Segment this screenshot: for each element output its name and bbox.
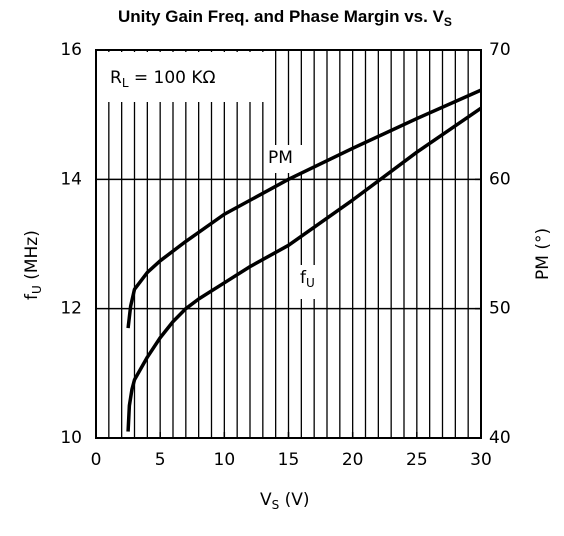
x-tick-label: 10	[214, 450, 236, 470]
annotation-box	[98, 52, 264, 102]
y2-tick-label: 60	[489, 169, 511, 189]
y2-tick-label: 70	[489, 40, 511, 60]
y-tick-label: 16	[60, 40, 82, 60]
data-line	[126, 106, 482, 432]
x-axis-label: VS (V)	[260, 490, 310, 512]
annotation: fU	[300, 268, 315, 290]
x-tick-label: 30	[470, 450, 492, 470]
data-line	[126, 88, 482, 329]
annotation-box	[295, 265, 323, 299]
y-axis-label: fU (MHz)	[22, 230, 44, 300]
annotation: RL = 100 KΩ	[110, 68, 216, 90]
x-tick-label: 20	[342, 450, 364, 470]
annotation: PM	[268, 148, 293, 168]
x-tick-label: 0	[91, 450, 102, 470]
y2-axis-label: PM (°)	[533, 228, 553, 280]
y-tick-label: 12	[60, 299, 82, 319]
y2-tick-label: 40	[489, 428, 511, 448]
plot-frame	[95, 49, 482, 439]
x-tick-label: 15	[278, 450, 300, 470]
x-tick-label: 25	[406, 450, 428, 470]
y2-tick-label: 50	[489, 299, 511, 319]
y-tick-label: 14	[60, 169, 82, 189]
annotation-box	[266, 145, 306, 173]
chart-title: Unity Gain Freq. and Phase Margin vs. VS	[118, 7, 452, 29]
x-tick-label: 5	[155, 450, 166, 470]
y-tick-label: 10	[60, 428, 82, 448]
